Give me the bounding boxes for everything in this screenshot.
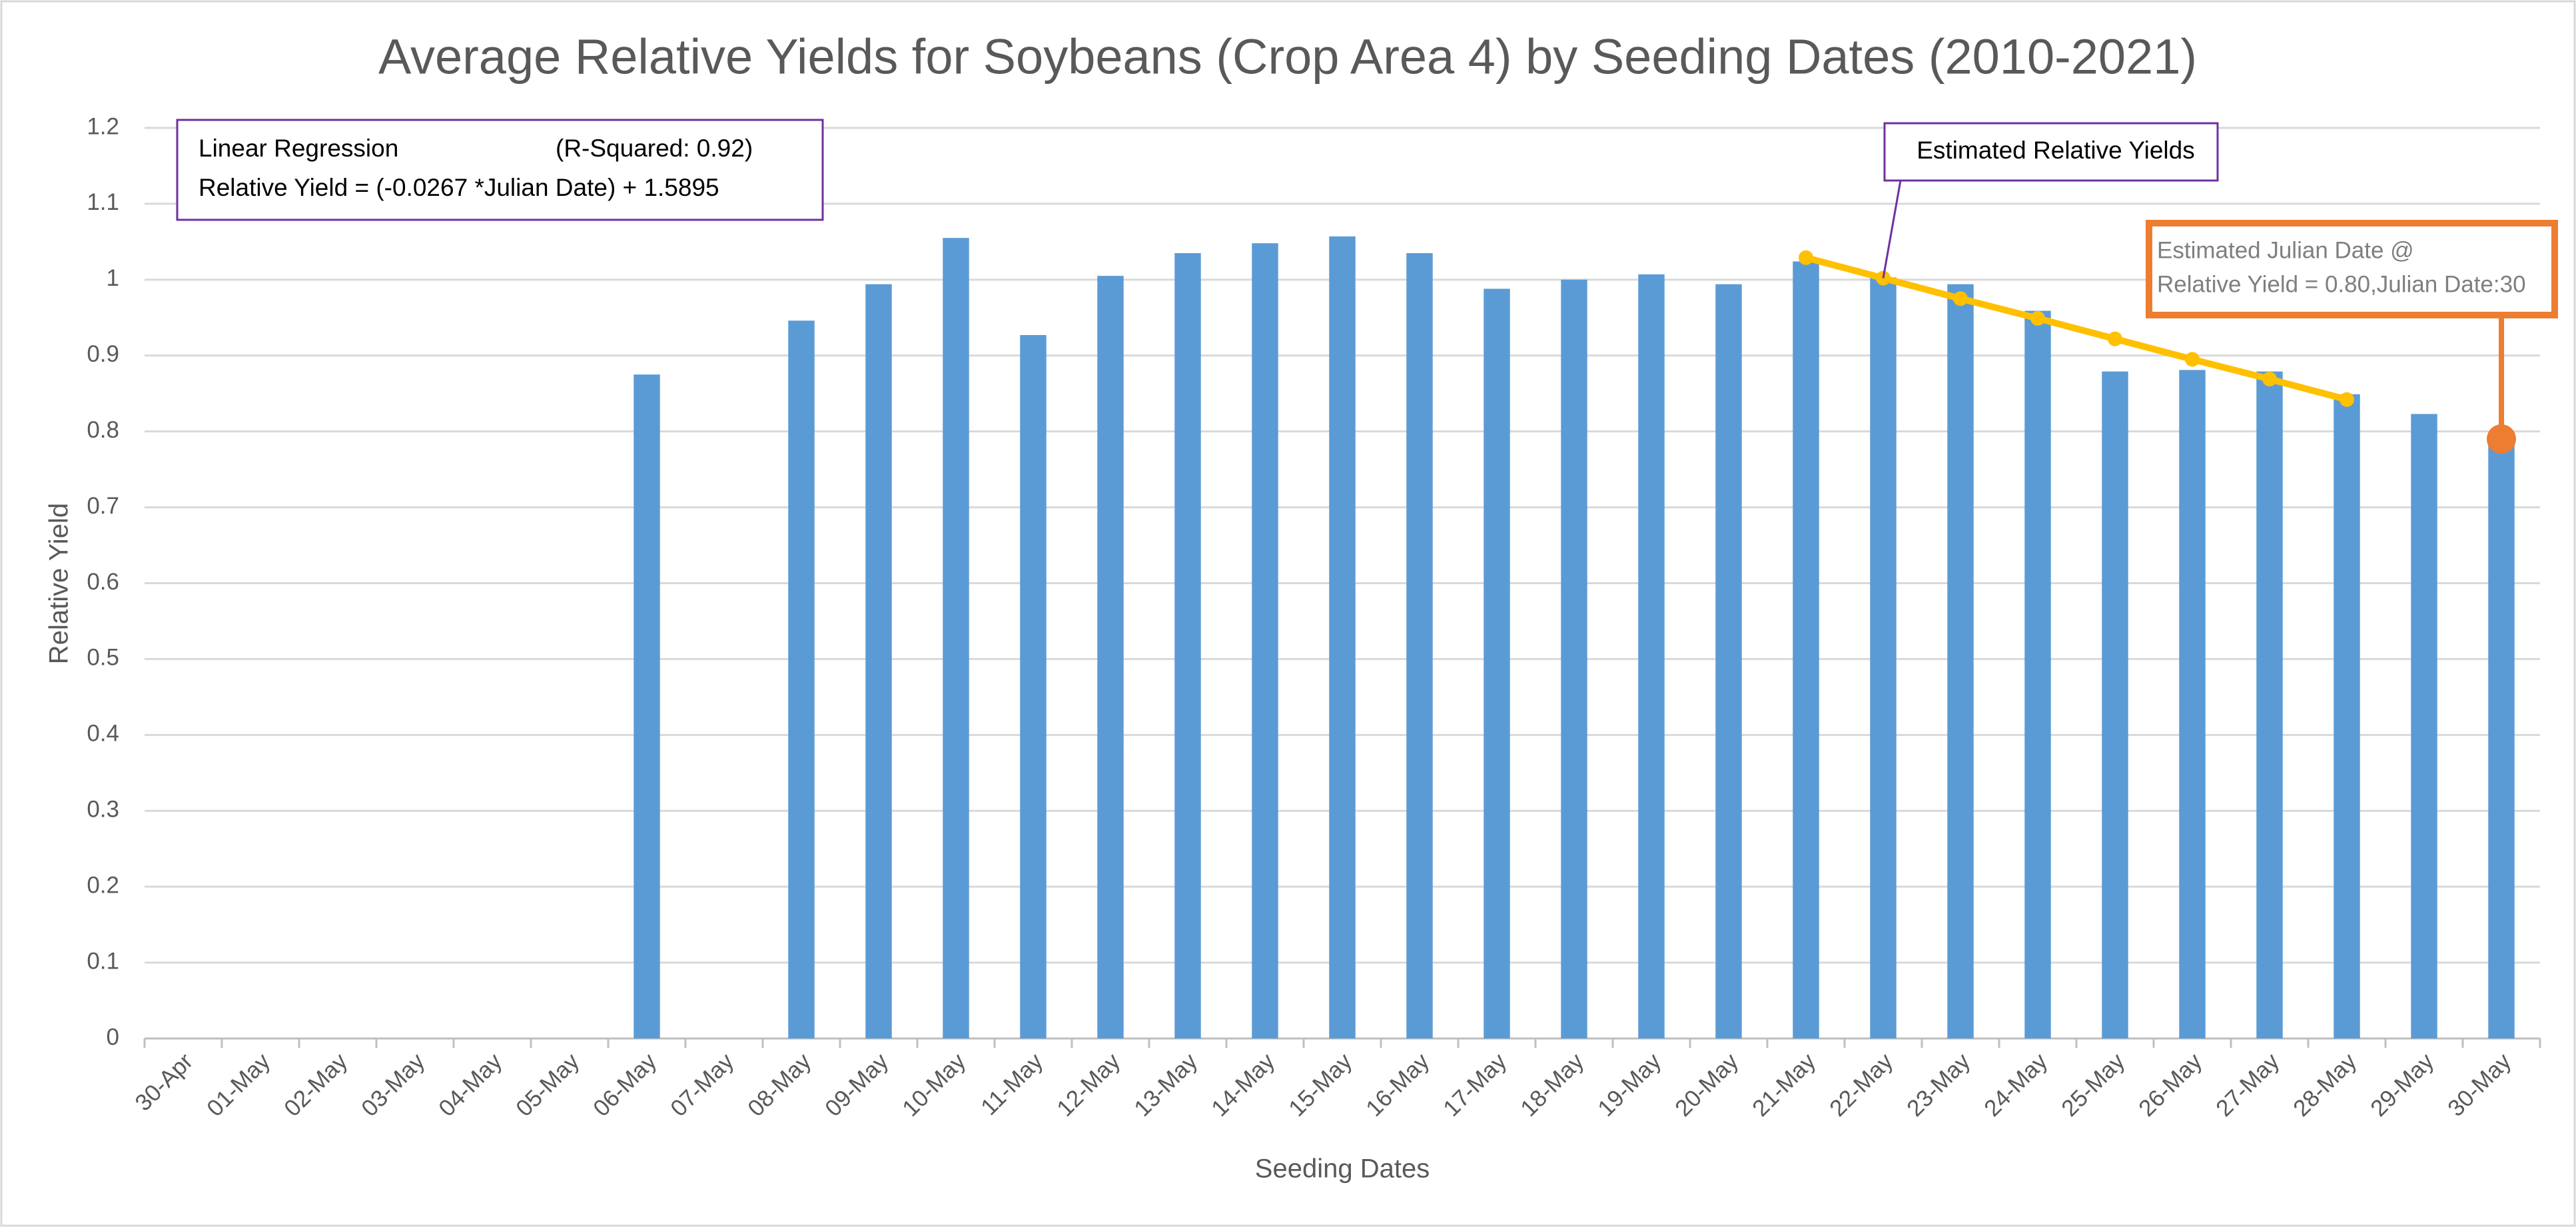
regression-title: Linear Regression — [199, 135, 398, 162]
bar — [2179, 370, 2206, 1038]
line — [1805, 254, 2348, 403]
bar — [943, 238, 969, 1038]
bar — [1020, 334, 1047, 1039]
y-tick-label: 0.8 — [87, 417, 119, 443]
regression-r-squared: (R-Squared: 0.92) — [556, 135, 753, 162]
regression-equation: Relative Yield = (-0.0267 *Julian Date) … — [199, 174, 719, 201]
bar — [1484, 288, 1510, 1039]
y-tick-label: 0.9 — [87, 341, 119, 367]
line-marker — [2262, 372, 2277, 387]
y-tick-label: 0.7 — [87, 493, 119, 519]
y-tick-label: 1.1 — [87, 189, 119, 215]
bar — [1174, 252, 1201, 1038]
bar — [1638, 274, 1665, 1039]
line-marker — [1799, 250, 1813, 265]
chart-title: Average Relative Yields for Soybeans (Cr… — [378, 29, 2197, 85]
bar — [634, 374, 660, 1038]
bar — [2102, 371, 2128, 1038]
bar — [865, 284, 892, 1038]
y-tick-label: 0.5 — [87, 645, 119, 671]
callout-line — [1882, 180, 1902, 278]
regression-box — [176, 119, 824, 221]
y-tick-label: 0.2 — [87, 872, 119, 898]
bar — [2024, 310, 2051, 1038]
line-marker — [2185, 352, 2200, 367]
line-marker — [1953, 291, 1968, 306]
bar — [2334, 394, 2360, 1038]
estimate-line1: Estimated Julian Date @ — [2157, 237, 2414, 263]
bar — [788, 320, 815, 1038]
y-tick-label: 0.4 — [87, 721, 119, 747]
y-axis-title: Relative Yield — [45, 503, 74, 664]
x-axis-title: Seeding Dates — [1255, 1154, 1430, 1184]
bar — [1329, 236, 1356, 1038]
bar — [1947, 284, 1974, 1038]
line-marker — [2108, 331, 2122, 346]
callout-label: Estimated Relative Yields — [1917, 137, 2194, 164]
y-tick-label: 0.6 — [87, 569, 119, 595]
bar — [1870, 277, 1897, 1039]
callout-box — [1883, 122, 2219, 182]
y-tick-label: 1.2 — [87, 113, 119, 139]
y-tick-label: 0 — [107, 1024, 119, 1050]
line-marker — [2340, 392, 2354, 407]
bar — [1252, 243, 1278, 1038]
y-tick-label: 1 — [107, 265, 119, 291]
bar — [1793, 261, 1819, 1038]
bar — [1406, 252, 1433, 1038]
y-tick-label: 0.3 — [87, 797, 119, 823]
y-tick-label: 0.1 — [87, 948, 119, 974]
bar — [2411, 414, 2437, 1038]
estimate-box — [2146, 220, 2558, 318]
estimate-line2: Relative Yield = 0.80,Julian Date:30 — [2157, 271, 2526, 297]
bar — [1715, 284, 1742, 1038]
bar — [1561, 279, 1587, 1038]
bar — [1097, 276, 1124, 1039]
bar — [2256, 371, 2283, 1038]
line-marker — [2030, 310, 2045, 326]
bar — [2488, 435, 2515, 1038]
